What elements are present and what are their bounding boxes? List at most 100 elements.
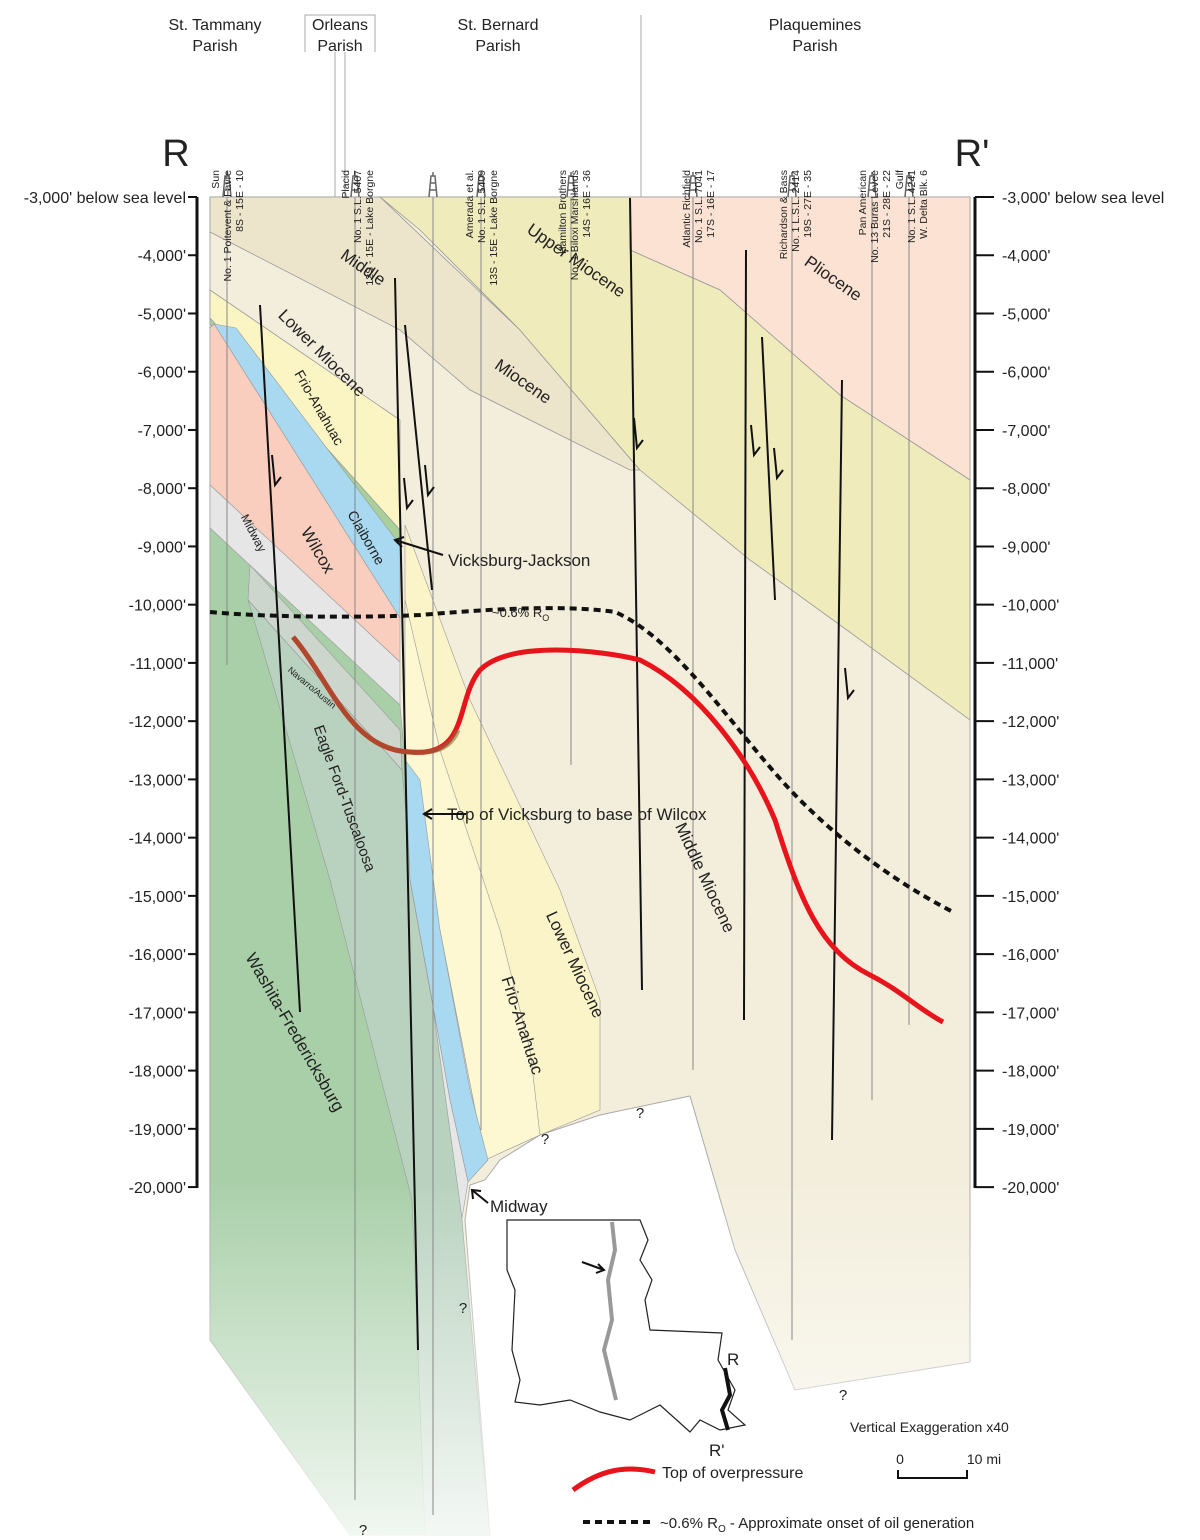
depth-label: -15,000' <box>129 889 186 906</box>
well-label: No. 1 S.L. 4241 <box>906 170 918 243</box>
depth-label: -12,000' <box>1002 714 1059 731</box>
fault <box>259 304 301 1013</box>
inset-map <box>506 1219 747 1433</box>
scale-bar <box>897 1470 968 1479</box>
depth-label: -4,000' <box>1002 248 1050 265</box>
arrows <box>393 536 489 1204</box>
section-end: R' <box>955 133 990 175</box>
unknown-marker: ? <box>636 1105 644 1122</box>
depth-label: -10,000' <box>129 598 186 615</box>
well-label: W. Delta Blk. 6 <box>918 170 930 239</box>
fault <box>831 379 843 1141</box>
depth-label: -3,000' below sea level <box>1002 190 1164 207</box>
depth-label: -14,000' <box>129 831 186 848</box>
louisiana-outline <box>506 1219 747 1433</box>
depth-label: -8,000' <box>1002 481 1050 498</box>
legend-label: Top of overpressure <box>662 1465 804 1482</box>
depth-label: -16,000' <box>1002 947 1059 964</box>
unknown-marker: ? <box>541 1131 549 1148</box>
ro-sub: O <box>542 613 549 623</box>
parish-name: Parish <box>475 38 520 55</box>
fault-arrow <box>403 477 414 511</box>
well-label: Richardson & Bass <box>778 170 790 259</box>
well-symbol <box>350 172 360 198</box>
fault <box>629 197 643 991</box>
scale-label: 10 mi <box>967 1451 1001 1467</box>
fault-arrow <box>844 667 855 701</box>
depth-label: -6,000' <box>1002 365 1050 382</box>
depth-label: -7,000' <box>1002 423 1050 440</box>
well-label: Hamilton Brothers <box>557 170 569 254</box>
legend-rest: - Approximate onset of oil generation <box>726 1515 974 1532</box>
depth-label: -8,000' <box>138 481 186 498</box>
fault-arrow <box>271 454 282 488</box>
ro-main: ~0.6% R <box>492 605 542 620</box>
legend-label: ~0.6% RO - Approximate onset of oil gene… <box>660 1515 974 1535</box>
well-symbol <box>787 172 797 198</box>
depth-label: -9,000' <box>1002 539 1050 556</box>
middle-miocene-upper <box>209 196 641 471</box>
midway-arrow <box>470 1188 489 1204</box>
well-symbol <box>476 172 486 198</box>
depth-label: -18,000' <box>129 1064 186 1081</box>
section-end: R <box>162 133 189 175</box>
ro-label: ~0.6% RO <box>492 605 549 623</box>
well-symbol <box>428 172 438 198</box>
parish-name: St. Tammany <box>168 17 261 34</box>
legend-overpressure <box>571 1466 656 1493</box>
depth-label: -13,000' <box>1002 772 1059 789</box>
annotation: Midway <box>490 1197 548 1216</box>
depth-label: -10,000' <box>1002 598 1059 615</box>
parish-name: Orleans <box>312 17 368 34</box>
fig16-arrow <box>581 1261 606 1274</box>
well-label: Pan American <box>857 170 869 236</box>
section-line <box>719 1367 733 1431</box>
depth-label: -13,000' <box>129 772 186 789</box>
depth-label: -11,000' <box>130 656 186 673</box>
fault <box>394 277 419 1351</box>
legend-main: ~0.6% R <box>660 1515 718 1532</box>
well-label: No. 1 Poitevent & Favre <box>222 170 234 282</box>
overpressure-overlap <box>291 635 461 755</box>
parish-name: Plaquemines <box>769 17 862 34</box>
well-label: Amerada et al. <box>464 170 476 238</box>
well-label: Sun <box>210 170 222 189</box>
depth-label: -12,000' <box>129 714 186 731</box>
well-label: No. 13 Buras Levee <box>869 170 881 263</box>
wilcox <box>209 323 401 663</box>
parish-name: Parish <box>317 38 362 55</box>
unknown-marker: ? <box>839 1387 847 1404</box>
depth-label: -5,000' <box>1002 306 1050 323</box>
parish-dividers <box>304 14 642 197</box>
fault-arrow <box>424 464 435 498</box>
depth-label: -16,000' <box>129 947 186 964</box>
parish-name: Parish <box>792 38 837 55</box>
depth-label: -9,000' <box>138 539 186 556</box>
well-label: 19S - 27E - 35 <box>802 170 814 238</box>
inset-label: R <box>727 1350 739 1369</box>
well-symbol <box>688 172 698 198</box>
depth-label: -14,000' <box>1002 831 1059 848</box>
well-label: 13S - 15E - Lake Borgne <box>488 170 500 286</box>
well-label: 21S - 28E - 22 <box>881 170 893 238</box>
fault <box>404 324 433 591</box>
fault <box>761 336 776 601</box>
orleans-bracket <box>304 14 376 197</box>
depth-label: -15,000' <box>1002 889 1059 906</box>
depth-label: -11,000' <box>1002 656 1058 673</box>
scale-label: 0 <box>896 1451 904 1467</box>
parish-name: St. Bernard <box>458 17 539 34</box>
depth-label: -3,000' below sea level <box>24 190 186 207</box>
fig16-line <box>601 1221 618 1401</box>
depth-label: -19,000' <box>129 1122 186 1139</box>
well-symbol <box>904 172 914 198</box>
parish-name: Parish <box>192 38 237 55</box>
well-label: No. 1 S.L. 5409 <box>476 170 488 243</box>
vj-arrow <box>393 536 444 556</box>
well-symbol <box>222 172 232 198</box>
scale-label: Vertical Exaggeration x40 <box>850 1419 1009 1435</box>
well-label: Placid <box>340 170 352 199</box>
well-symbol <box>566 172 576 198</box>
